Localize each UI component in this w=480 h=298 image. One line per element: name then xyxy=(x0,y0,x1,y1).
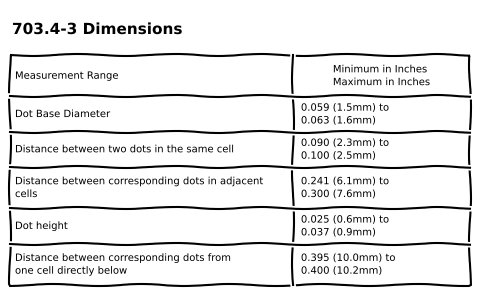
Text: Dot Base Diameter: Dot Base Diameter xyxy=(15,109,110,119)
Text: 0.241 (6.1mm) to
0.300 (7.6mm): 0.241 (6.1mm) to 0.300 (7.6mm) xyxy=(301,176,388,199)
Text: Minimum in Inches
Maximum in Inches: Minimum in Inches Maximum in Inches xyxy=(333,64,430,87)
Text: Distance between corresponding dots in adjacent
cells: Distance between corresponding dots in a… xyxy=(15,176,263,199)
Text: 0.025 (0.6mm) to
0.037 (0.9mm): 0.025 (0.6mm) to 0.037 (0.9mm) xyxy=(301,215,388,237)
Text: Distance between corresponding dots from
one cell directly below: Distance between corresponding dots from… xyxy=(15,253,230,276)
Text: 0.059 (1.5mm) to
0.063 (1.6mm): 0.059 (1.5mm) to 0.063 (1.6mm) xyxy=(301,103,388,125)
Text: Dot height: Dot height xyxy=(15,221,68,231)
Text: 0.090 (2.3mm) to
0.100 (2.5mm): 0.090 (2.3mm) to 0.100 (2.5mm) xyxy=(301,138,388,161)
Text: Distance between two dots in the same cell: Distance between two dots in the same ce… xyxy=(15,144,233,154)
Text: 703.4-3 Dimensions: 703.4-3 Dimensions xyxy=(12,22,181,37)
Text: 0.395 (10.0mm) to
0.400 (10.2mm): 0.395 (10.0mm) to 0.400 (10.2mm) xyxy=(301,253,395,276)
Bar xyxy=(10,55,470,285)
Text: Measurement Range: Measurement Range xyxy=(15,71,118,81)
